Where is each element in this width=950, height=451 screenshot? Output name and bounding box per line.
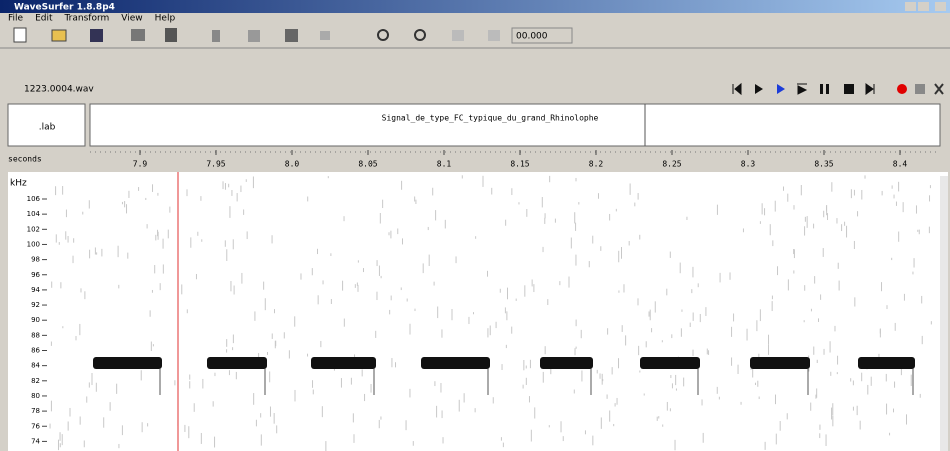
call-blob: [93, 357, 162, 369]
freq-tick-label: 86: [31, 347, 40, 355]
playback-controls: [733, 84, 943, 94]
freq-tick-label: 100: [27, 240, 40, 248]
close-pane-button[interactable]: [935, 84, 943, 94]
go-start-button[interactable]: [733, 84, 741, 94]
record-button[interactable]: [897, 84, 907, 94]
play-loop-button[interactable]: [797, 84, 807, 94]
page: WaveSurfer 1.8.8p4 File Edit Transform View…: [0, 0, 950, 451]
pause-button[interactable]: [820, 84, 823, 94]
toolbar: 00.000: [14, 28, 572, 43]
freq-tick-label: 74: [31, 437, 40, 445]
freq-tick-label: 90: [31, 316, 40, 324]
zoom-in-icon[interactable]: [378, 30, 388, 40]
pause-button-bar[interactable]: [826, 84, 829, 94]
print-button[interactable]: [915, 84, 925, 94]
new-icon[interactable]: [14, 28, 26, 42]
cut-icon[interactable]: [212, 30, 220, 42]
scrollbar[interactable]: [940, 176, 948, 451]
time-tick-label: 8.35: [814, 160, 833, 169]
copy-icon[interactable]: [248, 30, 260, 42]
properties-icon[interactable]: [165, 28, 177, 42]
maximize-button[interactable]: [918, 2, 929, 11]
open-icon[interactable]: [52, 30, 66, 41]
minimize-button[interactable]: [905, 2, 916, 11]
freq-tick-label: 104: [27, 210, 41, 218]
freq-tick-label: 88: [31, 331, 40, 339]
freq-tick-label: 82: [31, 377, 40, 385]
freq-tick-label: 78: [31, 407, 40, 415]
time-field-text: 00.000: [516, 32, 548, 42]
time-tick-label: 8.2: [589, 160, 604, 169]
time-tick-label: 8.15: [510, 160, 529, 169]
segment-label[interactable]: Signal_de_type_FC_typique_du_grand_Rhino…: [382, 114, 599, 123]
print-icon[interactable]: [131, 29, 145, 41]
spectrogram-pane: [8, 172, 948, 451]
call-blob: [207, 357, 267, 369]
play-all-button[interactable]: [777, 84, 785, 94]
zoom-selection-icon[interactable]: [488, 30, 500, 41]
paste-icon[interactable]: [285, 29, 298, 42]
time-tick-label: 8.25: [662, 160, 681, 169]
title-bar: [0, 0, 950, 13]
zoom-out-icon[interactable]: [415, 30, 425, 40]
label-pane: [90, 104, 940, 146]
undo-icon[interactable]: [320, 31, 330, 40]
time-tick-label: 7.95: [206, 160, 225, 169]
menu-item[interactable]: Edit: [35, 14, 53, 24]
menu-item[interactable]: Transform: [64, 14, 110, 24]
freq-tick-label: 94: [31, 286, 40, 294]
time-tick-label: 8.3: [741, 160, 756, 169]
freq-axis-unit: kHz: [10, 179, 27, 189]
call-blob: [750, 357, 810, 369]
freq-tick-label: 102: [27, 225, 40, 233]
save-icon[interactable]: [90, 29, 103, 42]
freq-tick-label: 96: [31, 271, 40, 279]
time-tick-label: 7.9: [133, 160, 148, 169]
menu-item[interactable]: View: [121, 14, 142, 24]
time-tick-label: 8.1: [437, 160, 452, 169]
menu-bar: File Edit Transform View Help: [8, 14, 175, 24]
zoom-all-icon[interactable]: [452, 30, 464, 41]
freq-tick-label: 106: [27, 195, 41, 203]
app-window: WaveSurfer 1.8.8p4 File Edit Transform View…: [0, 0, 950, 451]
close-button[interactable]: [935, 2, 946, 11]
time-tick-label: 8.05: [358, 160, 377, 169]
call-blob: [858, 357, 915, 369]
sound-file-name: 1223.0004.wav: [24, 85, 94, 95]
time-axis-unit: seconds: [8, 155, 42, 164]
call-blob: [540, 357, 593, 369]
call-blob: [311, 357, 376, 369]
freq-tick-label: 92: [31, 301, 40, 309]
freq-tick-label: 98: [31, 256, 40, 264]
time-tick-label: 8.0: [285, 160, 300, 169]
time-tick-label: 8.4: [893, 160, 908, 169]
play-button[interactable]: [755, 84, 763, 94]
stop-button[interactable]: [844, 84, 854, 94]
freq-tick-label: 84: [31, 362, 40, 370]
freq-tick-label: 80: [31, 392, 40, 400]
freq-tick-label: 76: [31, 422, 40, 430]
label-file-name: .lab: [39, 123, 56, 133]
menu-item[interactable]: Help: [155, 14, 176, 24]
menu-item[interactable]: File: [8, 14, 24, 24]
call-blob: [640, 357, 700, 369]
window-title: WaveSurfer 1.8.8p4: [14, 3, 115, 13]
go-end-button[interactable]: [866, 84, 874, 94]
call-blob: [421, 357, 490, 369]
